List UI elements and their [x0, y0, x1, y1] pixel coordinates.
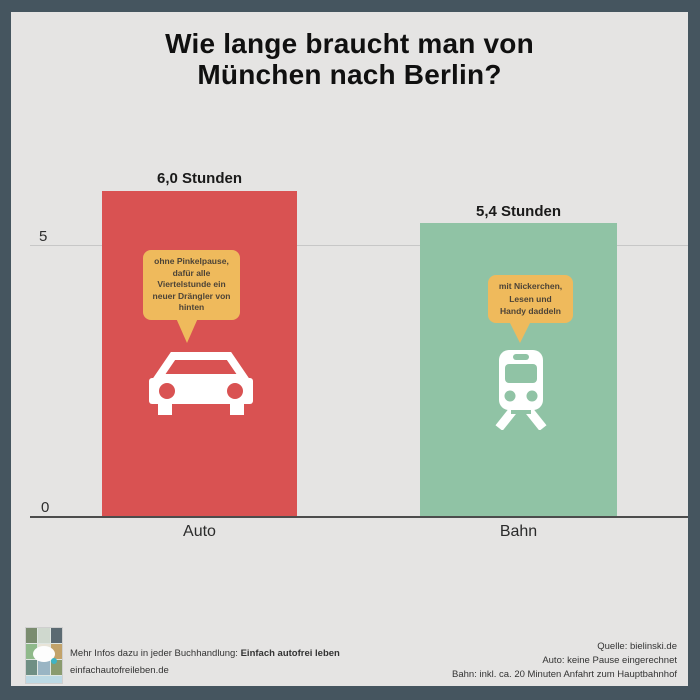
- book-cover-thumbnail: [26, 628, 62, 683]
- bubble-auto-line: ohne Pinkelpause,: [154, 256, 229, 266]
- footer-source: Quelle: bielinski.de: [597, 641, 677, 652]
- value-label-auto: 6,0 Stunden: [156, 170, 242, 187]
- book-cover-bottom-strip: [26, 676, 62, 683]
- footer-book-info-prefix: Mehr Infos dazu in jeder Buchhandlung:: [70, 648, 241, 659]
- speech-bubble-bahn: mit Nickerchen, Lesen und Handy daddeln: [488, 275, 573, 323]
- bubble-auto-line: neuer Drängler von: [152, 290, 231, 301]
- bubble-bahn-line: Lesen und: [509, 293, 552, 304]
- x-axis-baseline: [30, 516, 688, 518]
- chart-canvas: Wie lange braucht man von München nach B…: [11, 12, 688, 686]
- chart-title-line2: München nach Berlin?: [197, 59, 502, 90]
- gridline-5-hours: [30, 245, 688, 246]
- category-label-auto: Auto: [183, 523, 216, 540]
- speech-bubble-bahn-tail: [509, 321, 531, 343]
- car-icon: [149, 351, 253, 420]
- y-axis-tick-0: 0: [41, 499, 50, 516]
- footer-note-bahn: Bahn: inkl. ca. 20 Minuten Anfahrt zum H…: [452, 669, 677, 680]
- bubble-bahn-line: mit Nickerchen,: [498, 281, 563, 291]
- footer-left: Mehr Infos dazu in jeder Buchhandlung: E…: [70, 645, 340, 679]
- footer-book-info: Mehr Infos dazu in jeder Buchhandlung: E…: [70, 645, 340, 662]
- book-cover-dot: [51, 658, 57, 664]
- footer-right: Quelle: bielinski.de Auto: keine Pause e…: [452, 640, 677, 682]
- train-icon: [489, 348, 553, 435]
- bubble-auto-line: Viertelstunde ein: [157, 279, 226, 290]
- bubble-bahn-line: Handy daddeln: [500, 306, 561, 316]
- chart-title-line1: Wie lange braucht man von: [165, 28, 534, 59]
- value-label-bahn: 5,4 Stunden: [475, 203, 561, 220]
- chart-title: Wie lange braucht man von München nach B…: [11, 28, 688, 90]
- book-cover-title-blob: [33, 646, 55, 662]
- y-axis-tick-5: 5: [39, 228, 48, 245]
- footer-website: einfachautofreileben.de: [70, 665, 169, 676]
- footer-note-auto: Auto: keine Pause eingerechnet: [542, 655, 677, 666]
- bubble-auto-line: hinten: [178, 302, 205, 313]
- category-label-bahn: Bahn: [499, 523, 538, 540]
- speech-bubble-auto-tail: [176, 318, 198, 343]
- speech-bubble-auto: ohne Pinkelpause, dafür alle Viertelstun…: [143, 250, 240, 320]
- bubble-auto-line: dafür alle: [172, 267, 211, 278]
- footer-book-title: Einfach autofrei leben: [240, 648, 340, 659]
